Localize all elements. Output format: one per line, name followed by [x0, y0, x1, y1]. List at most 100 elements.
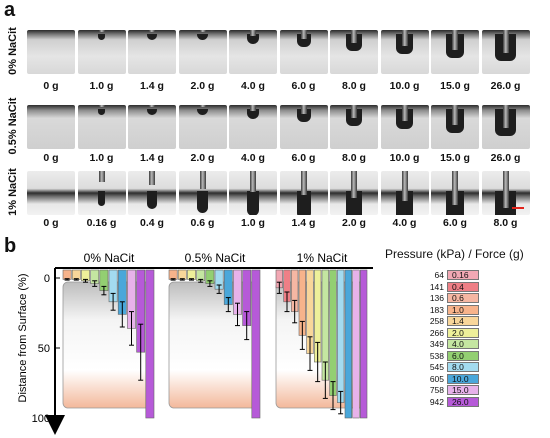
legend-row: 183 1.0 [412, 304, 522, 316]
indentation-photo [279, 171, 328, 215]
legend-title: Pressure (kPa) / Force (g) [385, 247, 524, 261]
legend-pressure: 349 [429, 339, 444, 349]
weight-label: 0 g [43, 80, 59, 92]
indenter-tip [147, 109, 157, 115]
indenter-shaft [149, 171, 155, 186]
legend-row: 545 8.0 [412, 362, 522, 373]
indenter-shaft [351, 105, 357, 118]
indentation-photo [77, 105, 126, 149]
data-bar [329, 269, 337, 396]
weight-label: 2.0 g [342, 217, 366, 229]
indentation-photo [431, 171, 479, 215]
y-tick-label: 0 [44, 273, 50, 285]
indenter-tip [197, 34, 208, 40]
indentation-photo [431, 30, 479, 74]
weight-label: 1.0 g [89, 80, 114, 92]
indentation-photo [27, 105, 75, 149]
indenter-shaft [199, 171, 206, 189]
legend-force: 1.0 [452, 304, 464, 315]
indentation-photo [279, 30, 328, 74]
weight-label: 26.0 g [490, 80, 521, 92]
indenter-tip [296, 109, 311, 122]
legend-pressure: 605 [429, 373, 444, 384]
legend-swatch [447, 396, 479, 407]
legend-pressure: 258 [429, 316, 444, 326]
legend-pressure: 141 [429, 281, 444, 292]
legend-force: 2.0 [452, 327, 464, 338]
legend-force: 0.6 [452, 293, 464, 303]
legend-swatch [447, 385, 479, 395]
indentation-photo [380, 30, 429, 74]
legend-force: 10.0 [452, 373, 469, 384]
legend-pressure: 545 [429, 362, 444, 372]
indenter-shaft [351, 171, 357, 199]
indenter-tip [97, 34, 106, 40]
indenter-tip [296, 34, 311, 47]
legend-force: 8.0 [452, 362, 464, 372]
indentation-photo [128, 30, 176, 74]
indentation-photo [77, 30, 126, 74]
legend-swatch [447, 350, 479, 361]
legend-row: 141 0.4 [412, 281, 522, 293]
indenter-tip [246, 109, 260, 119]
data-bar [71, 269, 81, 280]
indenter-tip [97, 191, 106, 207]
indenter-shaft [199, 105, 206, 107]
group-title: 0% NaCit [84, 251, 135, 265]
legend-force: 1.4 [452, 316, 464, 326]
indentation-photo [178, 171, 227, 215]
weight-label: 1.4 g [140, 80, 164, 92]
indentation-photo [330, 30, 378, 74]
legend-pressure: 266 [429, 327, 444, 338]
legend-swatch [447, 281, 479, 292]
legend-row: 758 15.0 [412, 385, 522, 396]
legend-row: 266 2.0 [412, 327, 522, 339]
weight-label: 1.4 g [140, 152, 164, 164]
weight-label: 0.6 g [190, 217, 215, 229]
legend-pressure: 136 [429, 293, 444, 303]
legend-swatch [447, 304, 479, 315]
indenter-tip [197, 191, 208, 213]
data-bar [352, 269, 360, 419]
scale-bar [511, 207, 524, 209]
data-bar [62, 269, 72, 280]
indentation-photo [229, 105, 277, 149]
indentation-photo [481, 30, 530, 74]
legend-row: 64 0.16 [412, 270, 522, 281]
indenter-shaft [300, 105, 307, 114]
indentation-photo [481, 171, 530, 215]
indentation-photo [27, 171, 75, 215]
indenter-shaft [401, 30, 408, 46]
indenter-shaft [149, 105, 155, 107]
panel-label-b: b [4, 235, 17, 257]
legend-force: 0.4 [452, 281, 464, 292]
indenter-shaft [502, 105, 509, 128]
indenter-shaft [452, 30, 458, 50]
weight-label: 1.0 g [241, 217, 265, 229]
legend-swatch [447, 362, 479, 372]
weight-label: 0 g [43, 217, 59, 229]
panel-label-a: a [4, 0, 16, 21]
weight-label: 15.0 g [440, 152, 470, 164]
weight-label: 6.0 g [291, 152, 316, 164]
indenter-shaft [98, 105, 105, 107]
indenter-tip [395, 191, 414, 215]
weight-label: 15.0 g [440, 80, 470, 92]
indenter-shaft [250, 30, 256, 36]
indenter-shaft [502, 171, 509, 208]
weight-label: 6.0 g [291, 80, 316, 92]
indentation-photo [128, 105, 176, 149]
indenter-shaft [351, 30, 357, 43]
data-bar [337, 269, 345, 403]
legend-swatch [447, 327, 479, 338]
indentation-photo [431, 105, 479, 149]
indenter-tip [246, 191, 260, 215]
y-tick-label: 100 [32, 413, 50, 425]
weight-label: 1.0 g [89, 152, 114, 164]
indenter-shaft [250, 171, 256, 192]
weight-label: 8.0 g [342, 80, 366, 92]
indenter-tip [97, 109, 106, 115]
legend-pressure: 64 [434, 270, 444, 280]
indenter-shaft [502, 30, 509, 53]
legend-pressure: 942 [429, 396, 444, 407]
